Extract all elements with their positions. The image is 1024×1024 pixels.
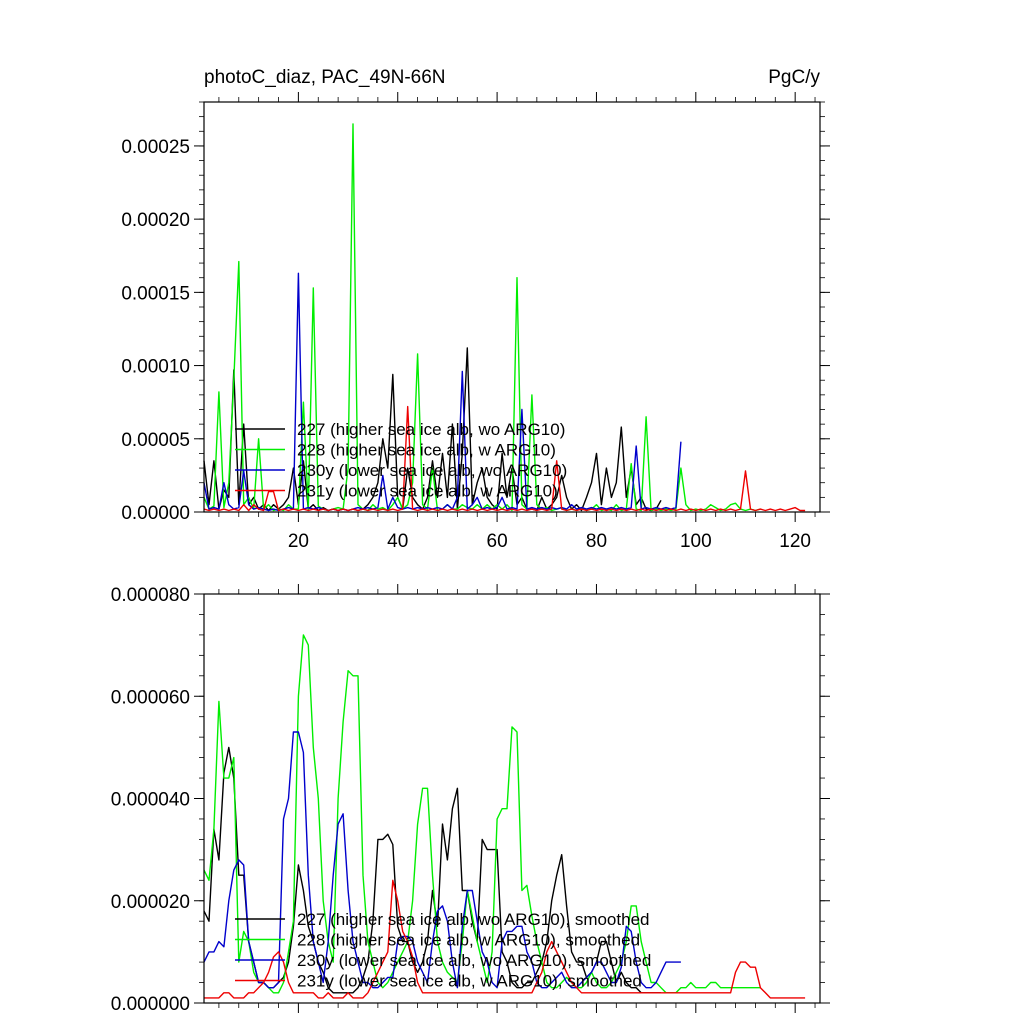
y-tick-label-0-3: 0.00015	[121, 283, 190, 304]
y-tick-label-0-2: 0.00010	[121, 357, 190, 378]
x-tick-label-0-0: 20	[288, 531, 309, 552]
legend-label-1-1: 228 (higher sea ice alb, w ARG10), smoot…	[297, 931, 640, 950]
y-tick-label-1-4: 0.000080	[111, 585, 190, 606]
units-label: PgC/y	[768, 67, 820, 88]
top-panel: photoC_diaz, PAC_49N-66N PgC/y 20 40 60 80 1…	[121, 67, 830, 552]
bottom-legend: 227 (higher sea ice alb, wo ARG10), smoo…	[235, 910, 651, 991]
series-line-0-3	[203, 405, 806, 512]
y-tick-label-0-1: 0.00005	[121, 430, 190, 451]
bottom-axes: 0.000000 0.000020 0.000040 0.000060 0.000080	[111, 584, 830, 1015]
y-tick-label-1-0: 0.000000	[111, 994, 190, 1015]
legend-label-0-3: 231y (lower sea ice alb, w ARG10)	[297, 482, 558, 501]
top-legend: 227 (higher sea ice alb, wo ARG10) 228 (h…	[235, 420, 567, 501]
x-tick-label-0-2: 60	[487, 531, 508, 552]
y-tick-label-1-3: 0.000060	[111, 687, 190, 708]
legend-label-0-1: 228 (higher sea ice alb, w ARG10)	[297, 441, 556, 460]
legend-label-1-0: 227 (higher sea ice alb, wo ARG10), smoo…	[297, 910, 649, 929]
bottom-panel: 0.000000 0.000020 0.000040 0.000060 0.000080…	[111, 584, 830, 1015]
y-tick-label-0-5: 0.00025	[121, 137, 190, 158]
top-axes: 20 40 60 80 100 120 0.00000 0.00005 0.00010 0.000…	[121, 92, 830, 552]
series-line-1-2	[203, 731, 681, 989]
y-tick-label-1-1: 0.000020	[111, 892, 190, 913]
series-line-0-0	[203, 347, 662, 512]
x-tick-label-0-1: 40	[387, 531, 408, 552]
y-tick-label-1-2: 0.000040	[111, 790, 190, 811]
legend-label-1-2: 230y (lower sea ice alb, wo ARG10), smoo…	[297, 951, 651, 970]
chart-title: photoC_diaz, PAC_49N-66N	[204, 67, 446, 88]
x-tick-label-0-5: 120	[779, 531, 811, 552]
legend-label-0-2: 230y (lower sea ice alb, wo ARG10)	[297, 461, 567, 480]
top-series-group	[203, 123, 806, 512]
legend-label-1-3: 231y (lower sea ice alb, w ARG10), smoot…	[297, 972, 642, 991]
legend-label-0-0: 227 (higher sea ice alb, wo ARG10)	[297, 420, 565, 439]
y-tick-label-0-4: 0.00020	[121, 210, 190, 231]
y-tick-label-0-0: 0.00000	[121, 503, 190, 524]
x-tick-label-0-4: 100	[680, 531, 712, 552]
series-line-1-3	[204, 879, 806, 999]
x-tick-label-0-3: 80	[586, 531, 607, 552]
